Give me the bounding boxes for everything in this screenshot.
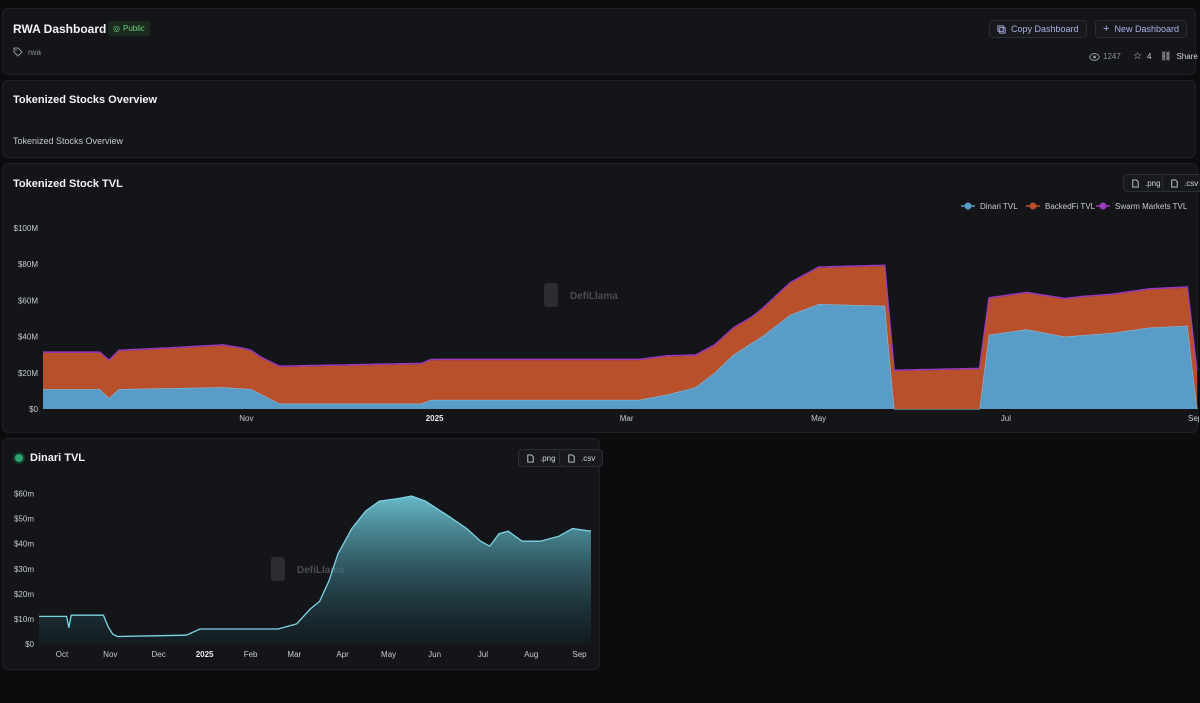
- y-tick-label: $30m: [14, 565, 34, 574]
- star-icon: ☆: [1133, 50, 1142, 62]
- y-tick-label: $20M: [18, 369, 38, 378]
- legend-marker: [964, 202, 972, 210]
- x-tick-label: 2025: [426, 414, 444, 423]
- watermark-text: DefiLlama: [570, 291, 618, 302]
- copy-dashboard-button[interactable]: Copy Dashboard: [989, 20, 1087, 38]
- chart1-legend[interactable]: Dinari TVL BackedFi TVL Swarm Markets TVL: [961, 202, 1188, 211]
- dinari-logo-icon: [13, 452, 25, 464]
- y-tick-label: $40m: [14, 540, 34, 549]
- dashboard-title: RWA Dashboard: [13, 22, 107, 36]
- file-icon: [527, 453, 534, 463]
- copy-dashboard-label: Copy Dashboard: [1011, 24, 1079, 34]
- dashboard-header: RWA Dashboard ◎ Public rwa Copy Dashboar…: [2, 8, 1198, 75]
- x-tick-label: Nov: [239, 414, 253, 423]
- new-dashboard-label: New Dashboard: [1114, 24, 1179, 34]
- plus-icon: +: [1103, 23, 1110, 35]
- series-line-swarm: [43, 264, 1198, 371]
- overview-panel: Tokenized Stocks Overview Tokenized Stoc…: [2, 80, 1196, 158]
- tokenized-stock-tvl-panel: Tokenized Stock TVL .png .csv Dinari TVL…: [2, 163, 1200, 434]
- x-tick-label: 2025: [196, 650, 214, 659]
- chart1-areas: [43, 264, 1198, 410]
- new-dashboard-button[interactable]: + New Dashboard: [1095, 20, 1187, 38]
- chart1-csv-button[interactable]: .csv: [1162, 174, 1200, 192]
- y-tick-label: $80M: [18, 260, 38, 269]
- x-tick-label: Apr: [336, 650, 349, 659]
- share-button[interactable]: ⛓ Share: [1153, 48, 1200, 64]
- y-tick-label: $40M: [18, 333, 38, 342]
- legend-marker: [1099, 202, 1107, 210]
- tag-label: rwa: [28, 47, 41, 57]
- chart2-png-button[interactable]: .png: [518, 449, 564, 467]
- legend-label[interactable]: BackedFi TVL: [1045, 202, 1096, 211]
- y-tick-label: $0: [25, 640, 34, 649]
- overview-heading: Tokenized Stocks Overview: [13, 94, 158, 106]
- file-icon: [568, 453, 575, 463]
- y-tick-label: $10m: [14, 615, 34, 624]
- tokenized-stock-tvl-chart[interactable]: Dinari TVL BackedFi TVL Swarm Markets TVL …: [3, 164, 1199, 434]
- x-tick-label: Mar: [287, 650, 301, 659]
- series-area-dinari[interactable]: [39, 496, 591, 644]
- x-tick-label: Jun: [428, 650, 441, 659]
- views-count: 1247: [1089, 52, 1121, 61]
- chart2-area: [39, 495, 592, 644]
- public-badge: ◎ Public: [108, 21, 150, 36]
- llama-logo-icon: [271, 557, 285, 581]
- tag-icon: [13, 47, 23, 57]
- overview-text: Tokenized Stocks Overview: [13, 136, 124, 146]
- series-area-dinari[interactable]: [43, 304, 1197, 409]
- public-label: Public: [122, 24, 145, 33]
- star-button[interactable]: ☆ 4: [1126, 48, 1158, 64]
- x-tick-label: Jul: [478, 650, 488, 659]
- x-tick-label: Sep: [572, 650, 587, 659]
- x-tick-label: Oct: [56, 650, 69, 659]
- eye-icon: [1089, 52, 1100, 61]
- views-value: 1247: [1103, 52, 1121, 61]
- x-tick-label: Aug: [524, 650, 538, 659]
- x-tick-label: Nov: [103, 650, 117, 659]
- link-icon: ⛓: [1160, 50, 1172, 61]
- chart1-y-axis: $0 $20M $40M $60M $80M $100M: [14, 224, 39, 414]
- dinari-tvl-panel: Dinari TVL .png .csv $0 $10m $20m $30m $40m $…: [2, 438, 604, 671]
- legend-label[interactable]: Dinari TVL: [980, 202, 1018, 211]
- tag-row[interactable]: rwa: [13, 47, 41, 57]
- globe-icon: ◎: [113, 24, 120, 33]
- chart2-title: Dinari TVL: [30, 452, 86, 464]
- png-label: .png: [1145, 178, 1161, 188]
- x-tick-label: Mar: [620, 414, 634, 423]
- defillama-watermark: DefiLlama: [271, 557, 345, 581]
- file-icon: [1132, 178, 1139, 188]
- star-count: 4: [1146, 51, 1152, 61]
- chart2-x-axis: Oct Nov Dec 2025 Feb Mar Apr May Jun Jul Aug Sep: [56, 650, 587, 659]
- legend-marker: [1029, 202, 1037, 210]
- x-tick-label: Feb: [244, 650, 258, 659]
- y-tick-label: $50m: [14, 515, 34, 524]
- watermark-text: DefiLlama: [297, 565, 345, 576]
- legend-label[interactable]: Swarm Markets TVL: [1115, 202, 1188, 211]
- png-label: .png: [540, 453, 556, 463]
- file-icon: [1171, 178, 1178, 188]
- y-tick-label: $100M: [14, 224, 39, 233]
- chart1-x-axis: Nov 2025 Mar May Jul Sep: [239, 414, 1199, 423]
- x-tick-label: May: [381, 650, 396, 659]
- series-area-backedfi[interactable]: [43, 266, 1197, 409]
- x-tick-label: May: [811, 414, 826, 423]
- series-line-dinari: [39, 495, 592, 638]
- csv-label: .csv: [581, 453, 596, 463]
- dinari-tvl-chart[interactable]: $0 $10m $20m $30m $40m $50m $60m Oct Nov Dec 2025…: [3, 439, 601, 671]
- share-label: Share: [1176, 51, 1198, 61]
- csv-label: .csv: [1184, 178, 1199, 188]
- llama-logo-icon: [544, 283, 558, 307]
- defillama-watermark: DefiLlama: [544, 283, 618, 307]
- x-tick-label: Sep: [1188, 414, 1199, 423]
- y-tick-label: $60m: [14, 490, 34, 499]
- y-tick-label: $20m: [14, 590, 34, 599]
- x-tick-label: Dec: [151, 650, 165, 659]
- y-tick-label: $60M: [18, 296, 38, 305]
- chart2-y-axis: $0 $10m $20m $30m $40m $50m $60m: [14, 490, 35, 649]
- chart2-csv-button[interactable]: .csv: [559, 449, 604, 467]
- x-tick-label: Jul: [1001, 414, 1011, 423]
- chart1-title: Tokenized Stock TVL: [13, 178, 123, 190]
- copy-icon: [997, 24, 1006, 34]
- y-tick-label: $0: [29, 405, 38, 414]
